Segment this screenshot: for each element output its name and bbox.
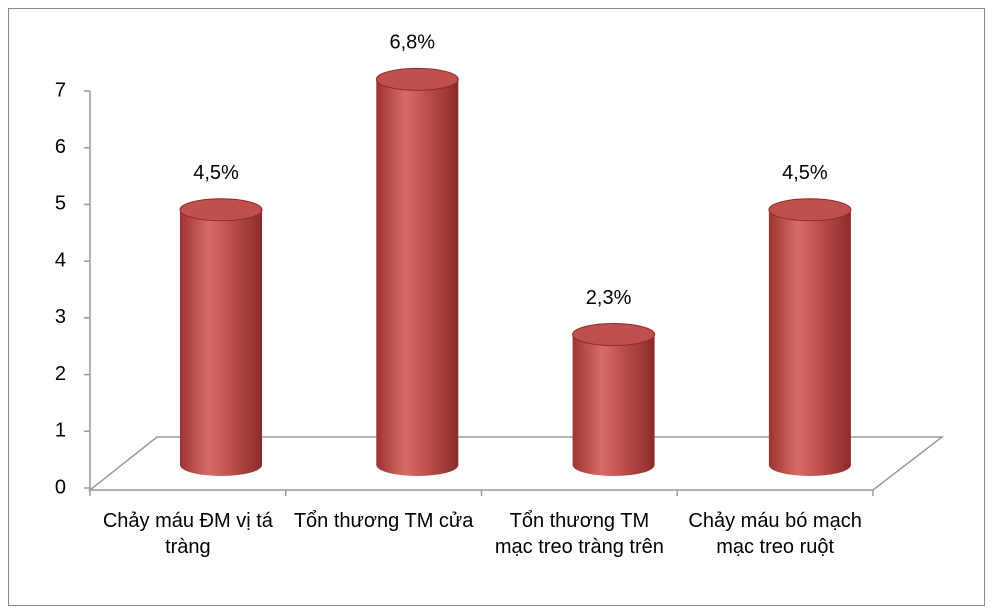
value-label: 4,5% (782, 162, 828, 184)
x-tick-label: Tổn thương TM mạc treo tràng trên (494, 510, 664, 558)
y-tick-label: 2 (55, 363, 66, 385)
y-tick-label: 6 (55, 136, 66, 158)
value-label: 2,3% (586, 287, 632, 309)
value-label: 4,5% (193, 162, 239, 184)
y-tick-label: 4 (55, 249, 66, 271)
y-tick-label: 1 (55, 420, 66, 442)
y-tick-label: 5 (55, 193, 66, 215)
y-tick-label: 3 (55, 306, 66, 328)
value-label: 6,8% (390, 32, 436, 54)
x-tick-label: Tổn thương TM cửa (293, 510, 474, 532)
bar-bottom (768, 454, 851, 476)
bar-bottom (376, 454, 459, 476)
y-tick-label: 7 (55, 79, 66, 101)
y-tick-label: 0 (55, 476, 66, 498)
bar-top (572, 323, 656, 347)
x-tick-label: Chảy máu ĐM vị tá tràng (102, 510, 273, 558)
bar-top (179, 198, 263, 222)
bar-bottom (572, 454, 655, 476)
x-tick-label: Chảy máu bó mạch mạc treo ruột (688, 510, 862, 558)
bar-bottom (180, 454, 262, 476)
bar (180, 209, 262, 465)
bar-top (375, 67, 459, 91)
bar (376, 79, 459, 465)
bar-top (768, 198, 852, 222)
bar (768, 209, 851, 465)
bar (572, 334, 655, 465)
